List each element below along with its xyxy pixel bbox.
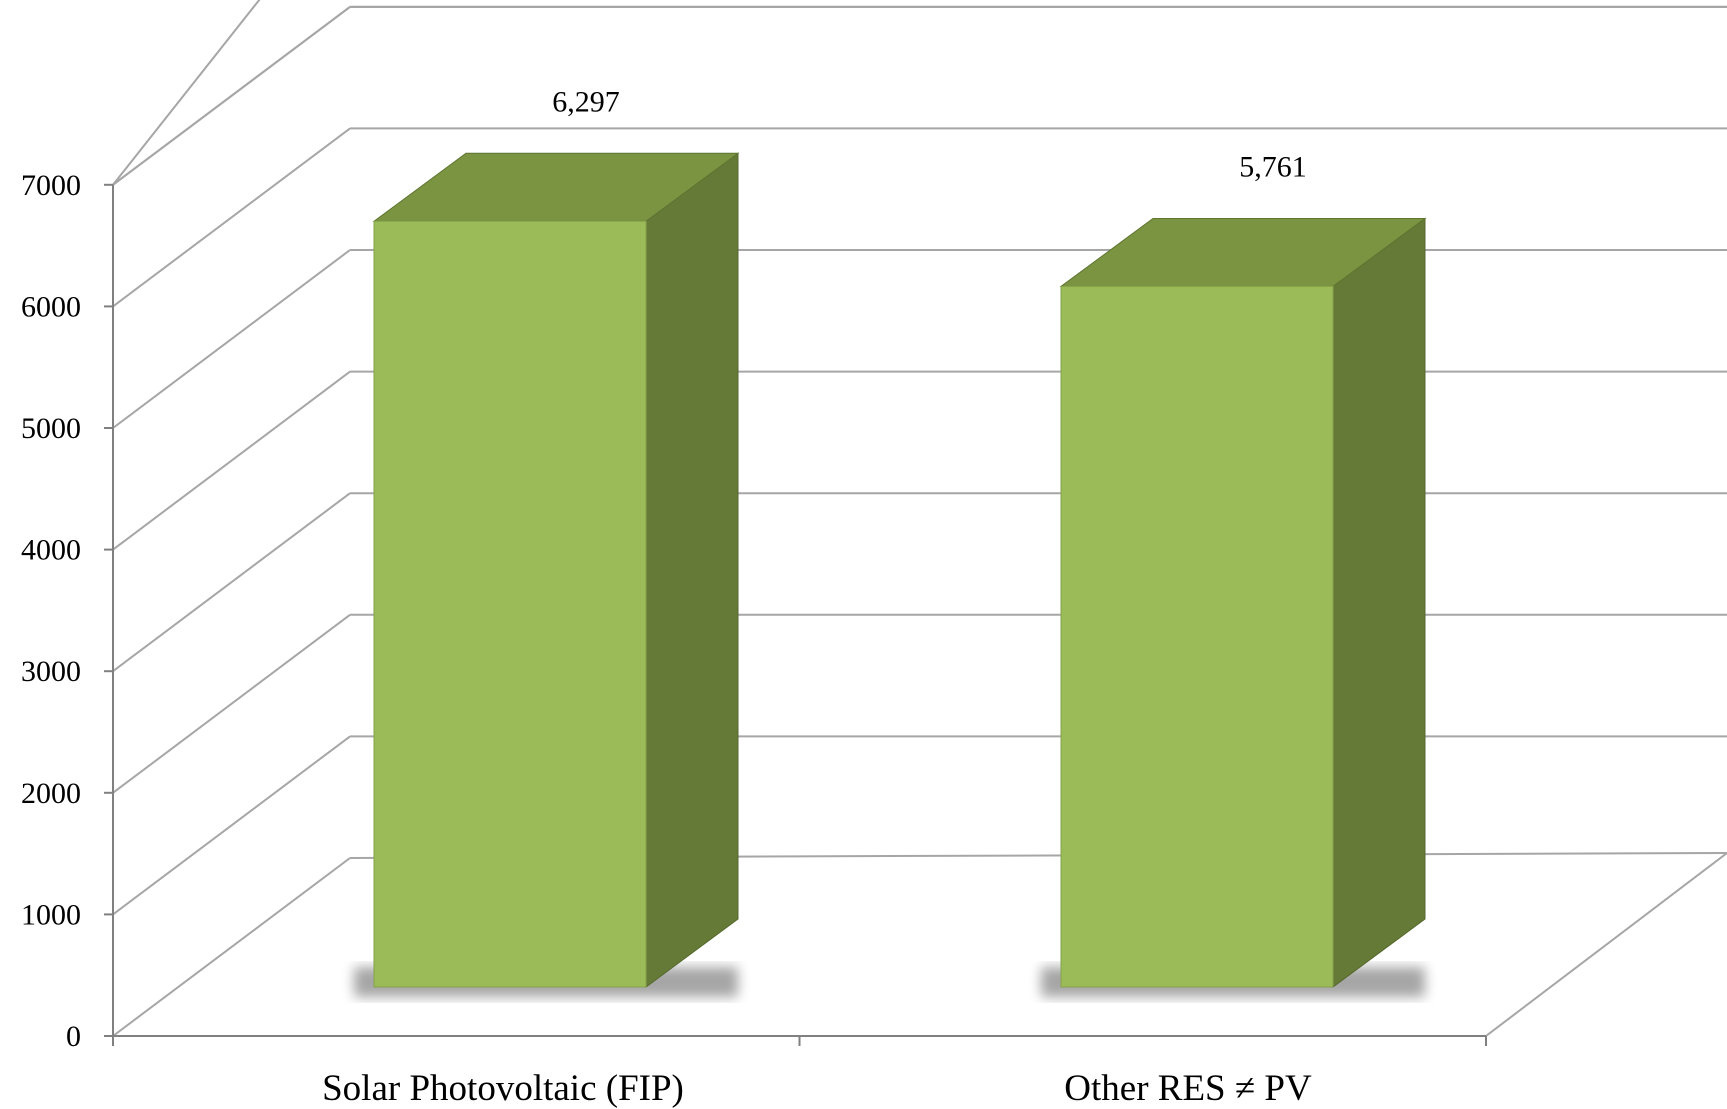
- data-label: 6,297: [552, 85, 620, 118]
- side-wall-gridline: [112, 249, 351, 429]
- x-category-label: Solar Photovoltaic (FIP): [322, 1068, 684, 1109]
- x-axis-category-labels: Solar Photovoltaic (FIP) Other RES ≠ PV: [322, 1068, 1312, 1109]
- gridlines: [112, 5, 1727, 1037]
- x-category-label: Other RES ≠ PV: [1064, 1068, 1312, 1109]
- side-wall-gridline: [112, 6, 351, 186]
- y-tick-label: 6000: [21, 290, 81, 323]
- bar-front-face: [373, 220, 647, 988]
- bar-1: [354, 152, 740, 997]
- y-tick-label: 1000: [21, 898, 81, 931]
- y-tick-label: 2000: [21, 777, 81, 810]
- side-wall-gridline: [112, 370, 351, 551]
- y-tick-label: 0: [66, 1020, 81, 1053]
- bar-2: [1041, 217, 1427, 997]
- bars: 6,297 5,761: [354, 85, 1427, 997]
- side-wall-gridline: [112, 735, 351, 916]
- bar-side-face: [645, 152, 739, 988]
- y-tick-label: 3000: [21, 655, 81, 688]
- bar-side-face: [1332, 217, 1426, 988]
- side-wall-gridline: [112, 614, 351, 794]
- data-label: 5,761: [1239, 150, 1307, 183]
- side-wall-gridline: [112, 857, 351, 1037]
- side-wall-gridline: [112, 127, 351, 308]
- axes: [104, 183, 1487, 1046]
- chart-walls: [112, 0, 1727, 1037]
- y-tick-label: 7000: [21, 169, 81, 202]
- y-tick-label: 5000: [21, 412, 81, 445]
- y-axis-ticks: 0 1000 2000 3000 4000 5000 6000 7000: [21, 169, 81, 1053]
- wall-edge-line: [112, 0, 261, 186]
- y-tick-label: 4000: [21, 534, 81, 567]
- side-wall-gridline: [112, 492, 351, 672]
- bar-front-face: [1060, 285, 1334, 988]
- floor-right-edge: [1485, 852, 1727, 1037]
